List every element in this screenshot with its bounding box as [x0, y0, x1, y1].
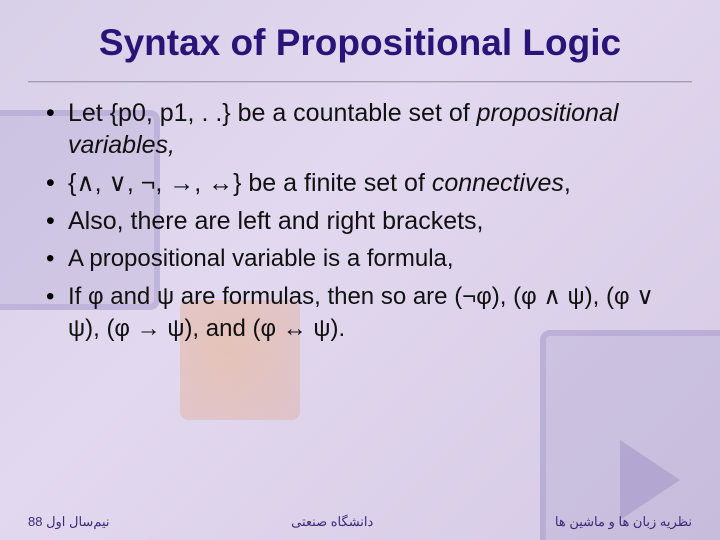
list-item: {∧, ∨, ¬, →, ↔} be a finite set of conne…	[44, 167, 676, 199]
slide-title: Syntax of Propositional Logic	[40, 22, 680, 65]
bullet-em: connectives	[432, 169, 564, 197]
footer-right: نظریه زبان ها و ماشین ها	[555, 514, 692, 530]
list-item: Let {p0, p1, . .} be a countable set of …	[44, 97, 676, 161]
footer-center: دانشگاه صنعتی	[291, 514, 373, 530]
bullet-pre: {∧, ∨, ¬, →, ↔} be a finite set of	[68, 169, 432, 197]
bullet-list-top: Let {p0, p1, . .} be a countable set of …	[44, 97, 676, 237]
list-item: If φ and ψ are formulas, then so are (¬φ…	[44, 281, 676, 345]
bullet-pre: Let {p0, p1, . .} be a countable set of	[68, 99, 477, 127]
bullet-text: A propositional variable is a formula,	[68, 245, 454, 272]
bullet-text: If φ and ψ are formulas, then so are (¬φ…	[68, 283, 654, 342]
title-bold: Syntax	[99, 22, 220, 63]
bullet-post: ,	[564, 169, 571, 197]
deco-arrow-icon	[620, 440, 680, 520]
title-region: Syntax of Propositional Logic	[0, 0, 720, 71]
list-item: A propositional variable is a formula,	[44, 243, 676, 275]
bullet-list-sub: A propositional variable is a formula, I…	[44, 243, 676, 345]
content-region: Let {p0, p1, . .} be a countable set of …	[0, 83, 720, 345]
footer-left: نیم‌سال اول 88	[28, 514, 110, 530]
title-rest: of Propositional Logic	[220, 22, 621, 63]
footer: نیم‌سال اول 88 دانشگاه صنعتی نظریه زبان …	[0, 514, 720, 530]
list-item: Also, there are left and right brackets,	[44, 205, 676, 237]
bullet-pre: Also, there are left and right brackets,	[68, 207, 484, 235]
